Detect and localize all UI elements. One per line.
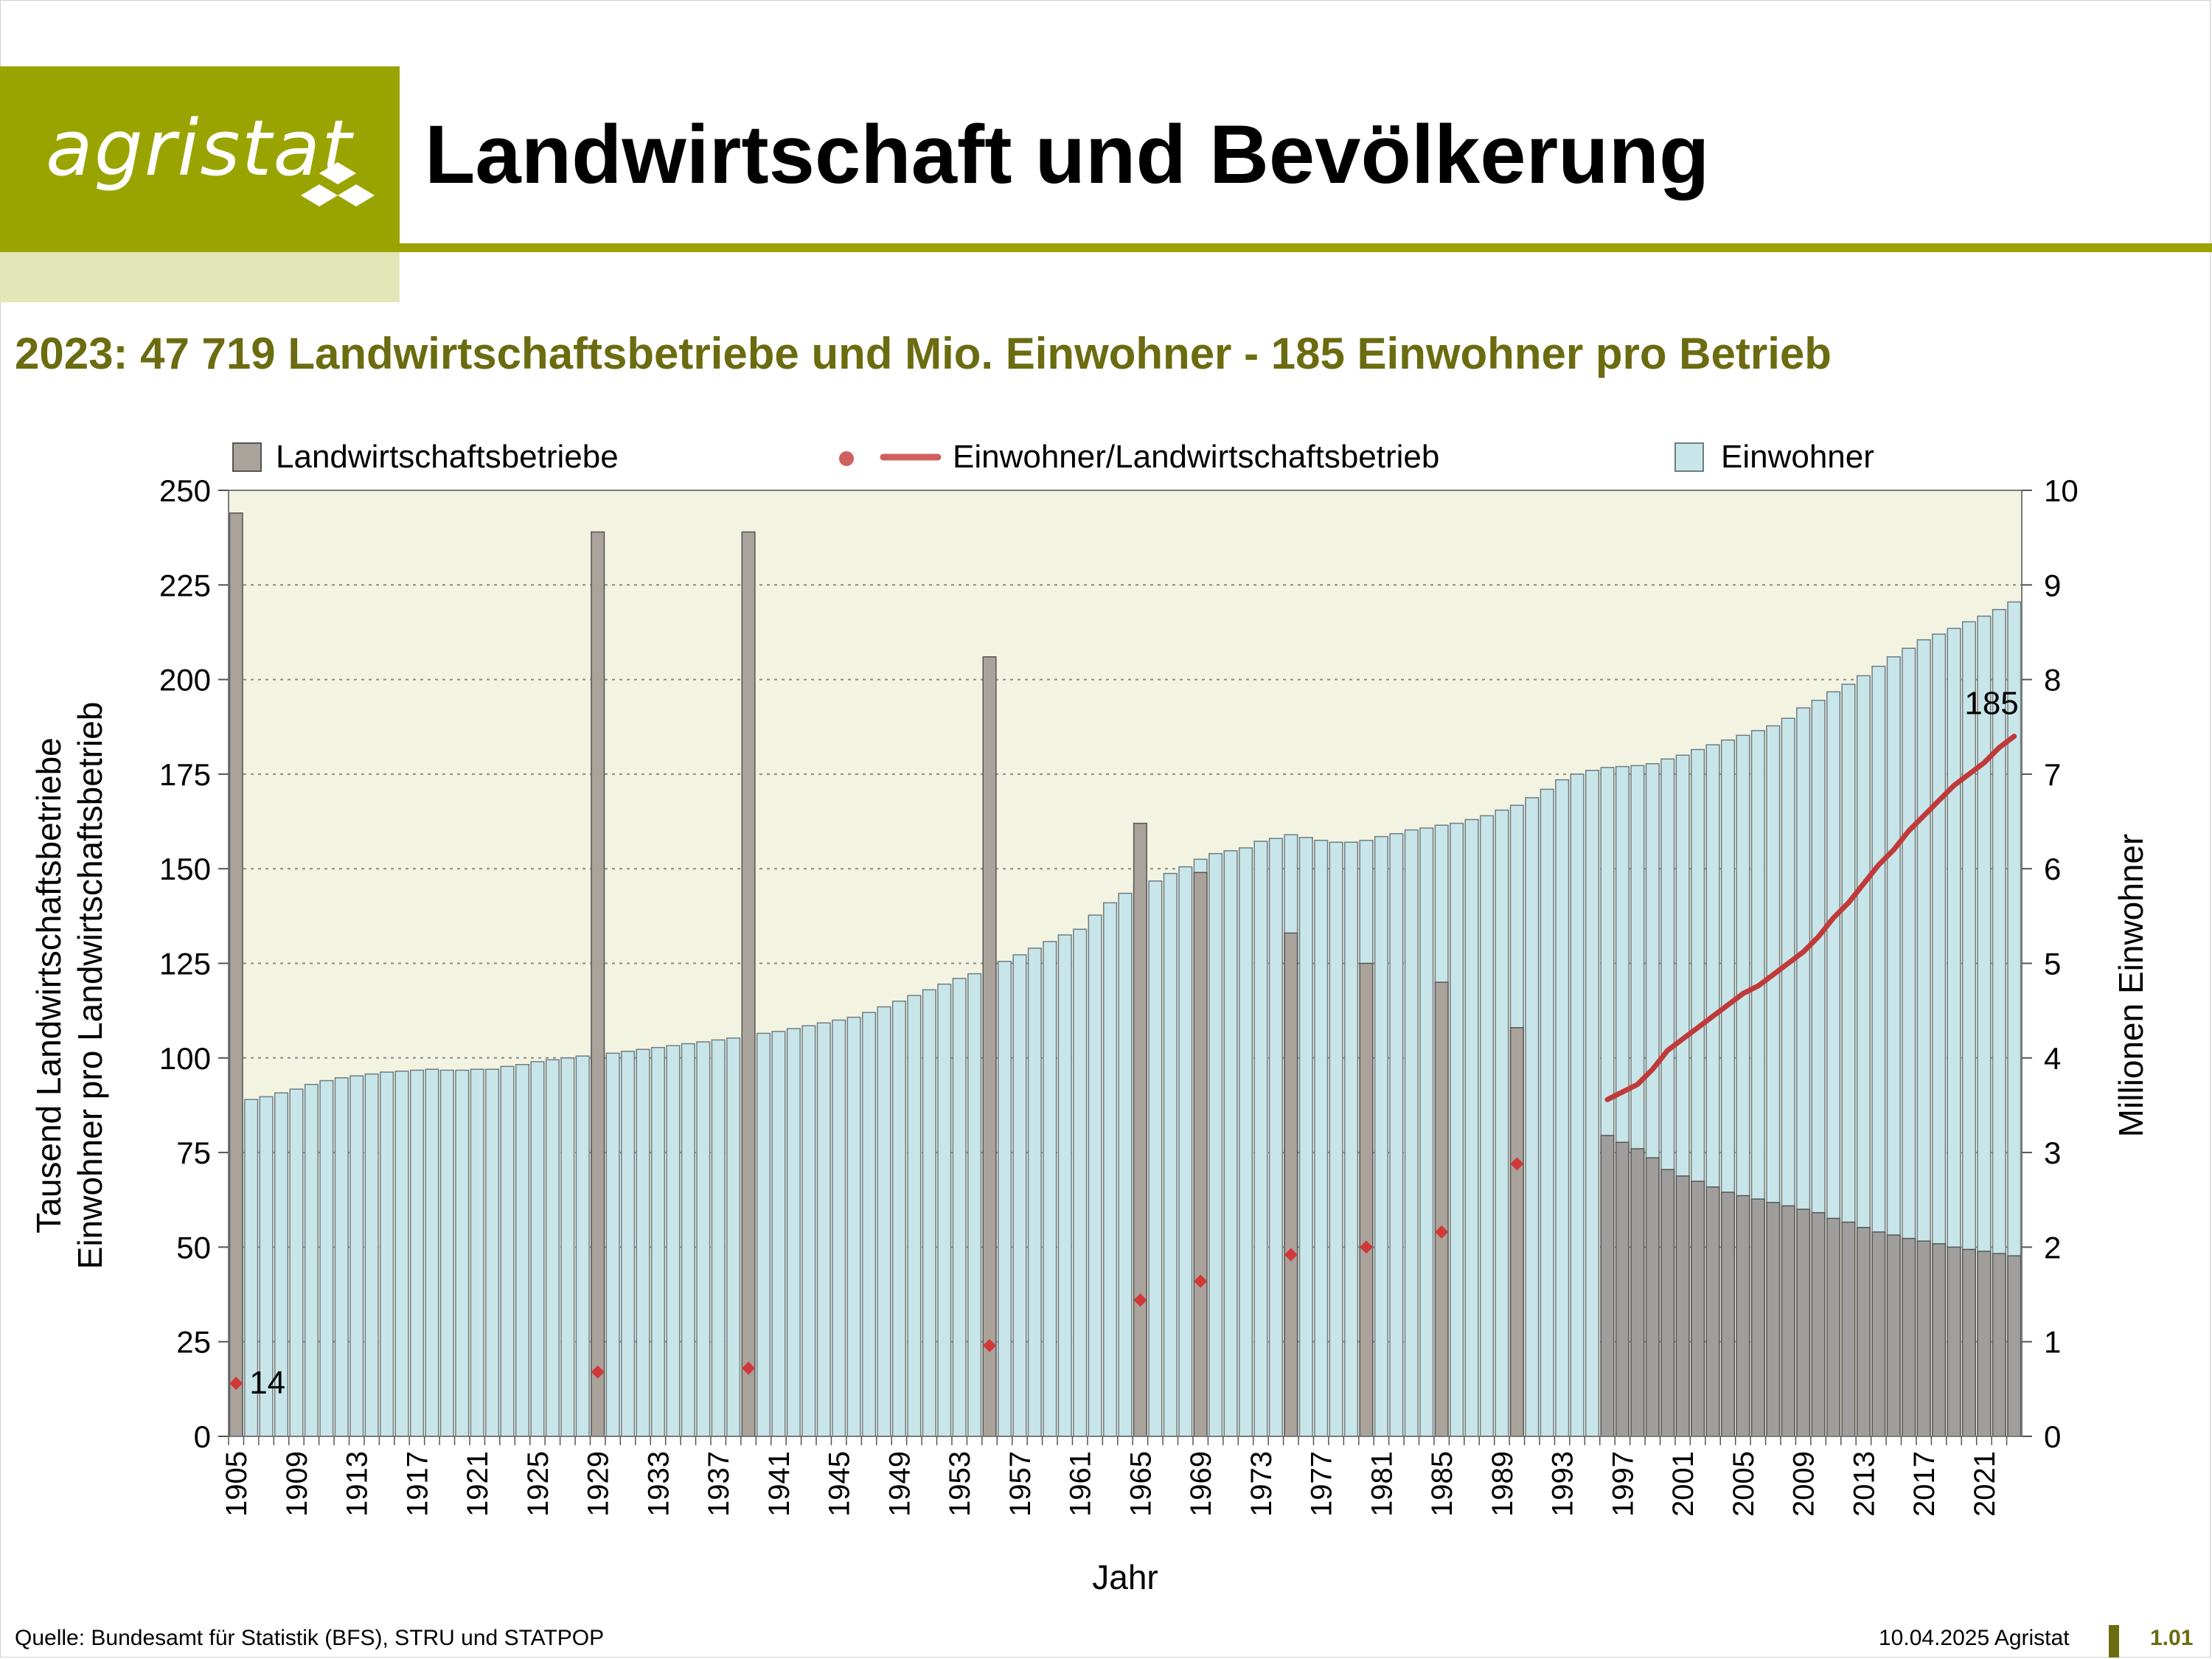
footer-date: 10.04.2025 Agristat [1879, 1626, 2070, 1650]
logo-underlay [0, 252, 400, 302]
footer-source: Quelle: Bundesamt für Statistik (BFS), S… [15, 1626, 605, 1650]
footer-page-number: 1.01 [2150, 1626, 2194, 1650]
title-divider [400, 243, 2212, 252]
page-title: Landwirtschaft und Bevölkerung [425, 108, 1710, 201]
logo-diamonds-icon [301, 162, 375, 206]
logo-wordmark: agristat [46, 103, 353, 193]
chart-subtitle: 2023: 47 719 Landwirtschaftsbetriebe und… [15, 329, 1832, 378]
footer-divider [2109, 1625, 2119, 1658]
logo-panel [0, 66, 400, 252]
